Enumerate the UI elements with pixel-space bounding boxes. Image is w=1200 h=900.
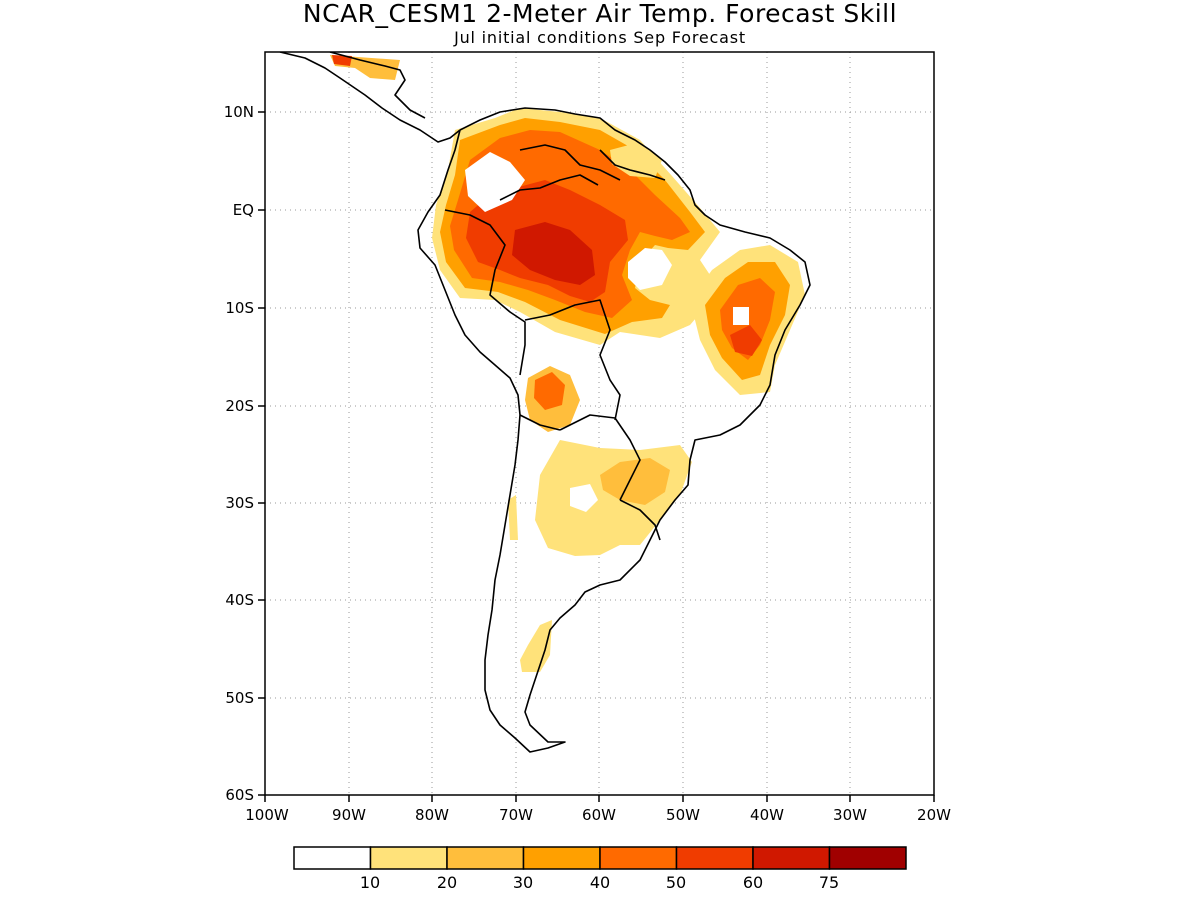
colorbar-box	[599, 846, 678, 870]
colorbar-box	[675, 846, 754, 870]
lon-tick-label: 70W	[499, 806, 533, 824]
colorbar: 10 20 30 40 50 60 75	[293, 846, 907, 892]
chart-subtitle: Jul initial conditions Sep Forecast	[454, 28, 746, 47]
lon-tick-label: 50W	[666, 806, 700, 824]
skill-gap-guiana	[465, 152, 525, 212]
skill-region-la-plata-mid	[600, 458, 670, 505]
lat-tick-label: EQ	[233, 201, 254, 219]
colorbar-box	[522, 846, 601, 870]
lat-tick-label: 10S	[225, 299, 254, 317]
lat-tick-label: 10N	[224, 103, 254, 121]
lat-tick-label: 40S	[225, 591, 254, 609]
lat-tick-label: 60S	[225, 786, 254, 804]
lon-tick-label: 20W	[917, 806, 951, 824]
skill-region-la-plata	[535, 440, 692, 556]
skill-gap-central	[628, 248, 672, 290]
colorbar-box	[828, 846, 907, 870]
skill-region-central-america-core	[332, 55, 352, 66]
chart-title: NCAR_CESM1 2-Meter Air Temp. Forecast Sk…	[302, 0, 898, 28]
lon-tick-label: 80W	[415, 806, 449, 824]
skill-shading	[330, 55, 805, 672]
lat-tick-label: 20S	[225, 397, 254, 415]
lon-tick-label: 90W	[332, 806, 366, 824]
colorbar-label: 20	[437, 873, 457, 892]
colorbar-box	[369, 846, 448, 870]
border-argentina-chile	[519, 414, 561, 431]
border-peru-brazil	[444, 209, 526, 376]
border-bolivia-paraguay	[559, 414, 641, 501]
colorbar-label: 30	[513, 873, 533, 892]
colorbar-label: 10	[360, 873, 380, 892]
skill-region-patagonia	[520, 620, 552, 672]
coastline-central-america	[279, 52, 461, 143]
border-guianas	[599, 149, 666, 181]
skill-region-bolivia-core	[534, 372, 565, 410]
axis-ticks	[258, 111, 935, 802]
border-bolivia-brazil	[524, 299, 621, 421]
colorbar-label: 75	[819, 873, 839, 892]
colorbar-label: 60	[743, 873, 763, 892]
coastlines	[279, 52, 811, 753]
lat-tick-label: 30S	[225, 494, 254, 512]
skill-region-chile	[508, 495, 518, 540]
skill-gap-east-brazil	[733, 307, 749, 325]
border-venezuela	[519, 144, 621, 181]
colorbar-label: 50	[666, 873, 686, 892]
border-colombia	[499, 174, 599, 201]
lon-tick-label: 60W	[582, 806, 616, 824]
skill-region-east-brazil-core	[730, 325, 762, 356]
lat-tick-label: 50S	[225, 689, 254, 707]
skill-gap-guiana-coast	[610, 142, 662, 178]
lat-tick-labels: 10N EQ 10S 20S 30S 40S 50S 60S	[224, 103, 254, 804]
lon-tick-label: 100W	[245, 806, 289, 824]
lon-tick-labels: 100W 90W 80W 70W 60W 50W 40W 30W 20W	[245, 806, 951, 824]
lon-tick-label: 40W	[750, 806, 784, 824]
skill-gap-la-plata	[570, 484, 598, 512]
colorbar-box	[446, 846, 525, 870]
lon-tick-label: 30W	[833, 806, 867, 824]
border-uruguay-brazil	[619, 499, 661, 541]
colorbar-box	[293, 846, 372, 870]
colorbar-box	[752, 846, 831, 870]
coastline-central-america-north	[329, 52, 426, 119]
colorbar-label: 40	[590, 873, 610, 892]
coastline-south-america	[417, 107, 811, 753]
skill-region-amazon-peak	[512, 222, 595, 285]
